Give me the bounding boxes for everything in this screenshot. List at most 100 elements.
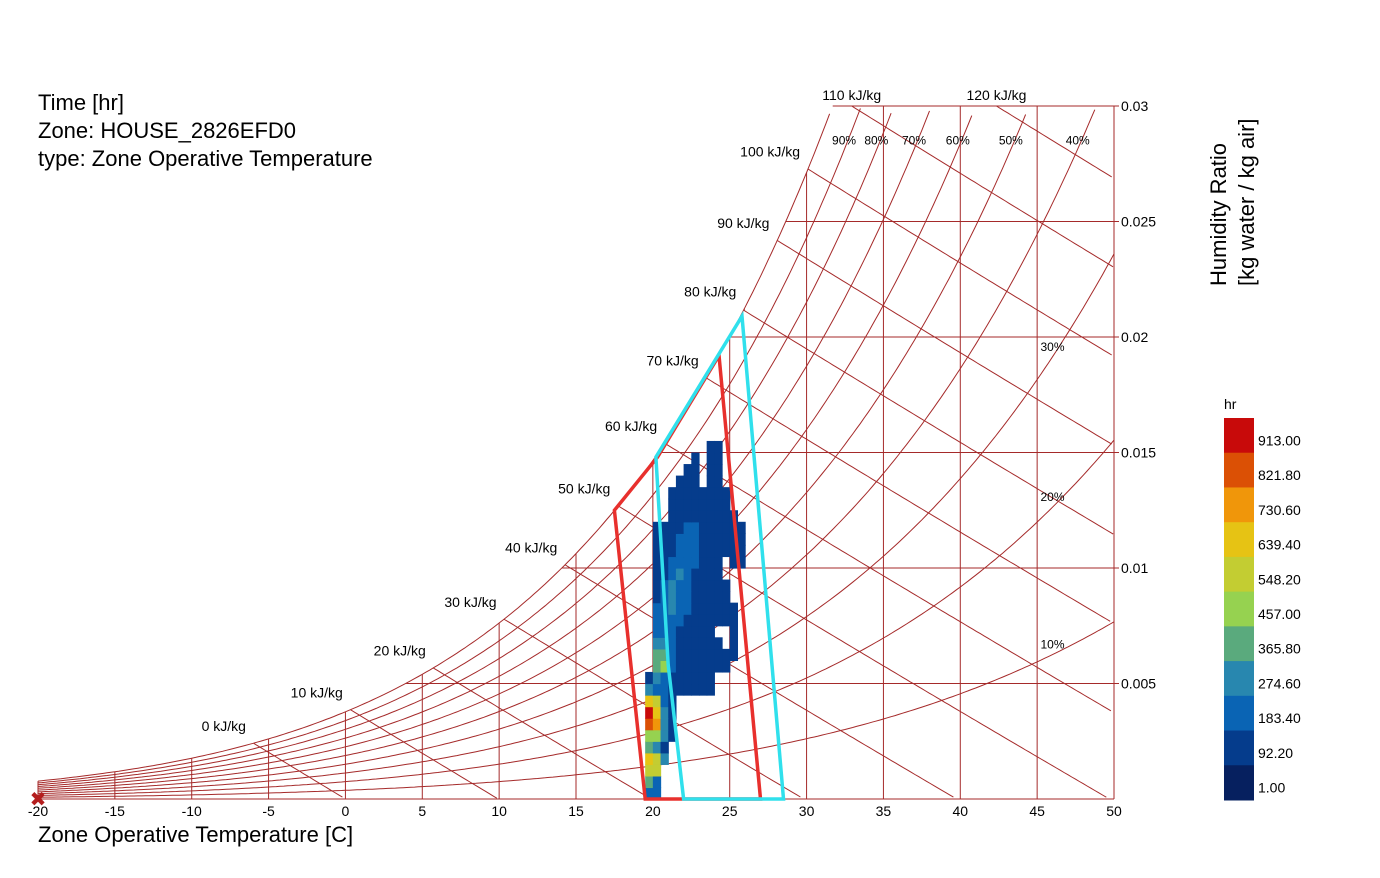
- heatmap-cell: [652, 568, 662, 581]
- rh-line-60: [37, 115, 973, 789]
- x-tick-label: 20: [645, 803, 661, 819]
- heatmap-cell: [668, 521, 677, 534]
- heatmap-cell: [668, 510, 677, 523]
- heatmap-cell: [714, 544, 723, 558]
- heatmap-cell: [668, 568, 677, 581]
- heatmap-cell: [675, 602, 685, 615]
- enthalpy-label: 40 kJ/kg: [505, 540, 557, 556]
- heatmap-cell: [668, 660, 677, 673]
- heatmap-cell: [675, 591, 685, 604]
- colorbar-swatch: [1224, 695, 1254, 732]
- heatmap-cell: [668, 648, 677, 661]
- heatmap-cell: [683, 602, 692, 615]
- heatmap-cell: [722, 510, 731, 523]
- enthalpy-labels: 0 kJ/kg 10 kJ/kg 20 kJ/kg 30 kJ/kg 40 kJ/kg 5…: [202, 87, 1027, 734]
- heatmap-cell: [660, 718, 669, 731]
- colorbar-tick-label: 913.00: [1258, 432, 1301, 448]
- heatmap-cell: [645, 729, 654, 742]
- heatmap-cell: [706, 648, 715, 661]
- rh-label: 30%: [1040, 340, 1064, 354]
- heatmap-cell: [645, 775, 654, 789]
- heatmap-cell: [722, 498, 731, 511]
- y-axis-label-line2: [kg water / kg air]: [1234, 118, 1259, 286]
- heatmap-cell: [706, 533, 715, 546]
- heatmap-cell: [675, 498, 685, 511]
- heatmap-cell: [714, 602, 723, 615]
- heatmap-cell: [652, 695, 662, 708]
- x-tick-label: -20: [28, 803, 48, 819]
- heatmap-cell: [652, 706, 662, 719]
- heatmap-cell: [722, 602, 731, 615]
- heatmap-cell: [660, 729, 669, 742]
- y-tick-label: 0.015: [1121, 445, 1156, 461]
- heatmap-cell: [645, 787, 654, 800]
- x-tick-label: 25: [722, 803, 738, 819]
- x-tick-label: 35: [876, 803, 892, 819]
- heatmap-cell: [714, 591, 723, 604]
- grid-lines: [37, 105, 1119, 800]
- x-tick-label: -5: [262, 803, 275, 819]
- heatmap-cell: [691, 625, 700, 638]
- heatmap-cell: [737, 556, 746, 569]
- x-tick-label: 5: [418, 803, 426, 819]
- heatmap-cell: [698, 602, 708, 615]
- heatmap-cell: [691, 637, 700, 650]
- heatmap-cell: [722, 591, 731, 604]
- heatmap-cell: [645, 695, 654, 708]
- heatmap-cell: [668, 498, 677, 511]
- heatmap-cell: [714, 452, 723, 465]
- rh-line-90: [37, 108, 861, 784]
- heatmap-cell: [698, 568, 708, 581]
- heatmap-cell: [652, 579, 662, 592]
- heatmap-cell: [691, 498, 700, 511]
- heatmap-cell: [660, 660, 669, 673]
- colorbar-swatch: [1224, 418, 1254, 454]
- heatmap-cell: [652, 614, 662, 627]
- heatmap-cell: [737, 533, 746, 546]
- heatmap-cell: [675, 625, 685, 638]
- heatmap-cell: [691, 579, 700, 592]
- rh-labels: 10% 20% 30% 40% 50% 60% 70% 80% 90%: [832, 134, 1090, 652]
- rh-line-40: [37, 109, 1096, 793]
- heatmap-cell: [652, 718, 662, 731]
- rh-line-50: [37, 114, 1027, 791]
- heatmap-cell: [722, 487, 731, 500]
- rh-line-70: [37, 110, 930, 787]
- heatmap-cell: [729, 625, 738, 638]
- y-tick-label: 0.01: [1121, 560, 1148, 576]
- heatmap-cell: [660, 671, 669, 685]
- heatmap-cell: [729, 637, 738, 650]
- heatmap-cell: [706, 440, 715, 454]
- heatmap-cell: [660, 683, 669, 696]
- enthalpy-label: 100 kJ/kg: [740, 144, 800, 160]
- colorbar-swatch: [1224, 730, 1254, 766]
- y-tick-labels: 0.005 0.01 0.015 0.02 0.025 0.03: [1121, 98, 1156, 692]
- heatmap-cell: [691, 452, 700, 465]
- colorbar-tick-label: 183.40: [1258, 710, 1301, 726]
- y-tick-label: 0.025: [1121, 214, 1156, 230]
- heatmap-cell: [652, 787, 662, 800]
- heatmap-cell: [683, 683, 692, 696]
- heatmap-cell: [706, 556, 715, 569]
- enthalpy-line-0: [253, 743, 343, 798]
- heatmap-cell: [660, 752, 669, 765]
- enthalpy-line-20: [433, 667, 650, 799]
- enthalpy-line-70: [706, 377, 1111, 622]
- heatmap-cell: [652, 591, 662, 604]
- chart-title-type: type: Zone Operative Temperature: [38, 146, 373, 171]
- heatmap-cell: [698, 614, 708, 627]
- heatmap-cell: [683, 533, 692, 546]
- heatmap-cell: [706, 579, 715, 592]
- heatmap-cell: [729, 602, 738, 615]
- heatmap-cell: [737, 544, 746, 558]
- enthalpy-line-120: [996, 105, 1112, 178]
- comfort-zones: [612, 310, 786, 801]
- enthalpy-label: 0 kJ/kg: [202, 718, 246, 734]
- heatmap-cell: [691, 591, 700, 604]
- colorbar-tick-label: 821.80: [1258, 467, 1301, 483]
- heatmap-cell: [683, 510, 692, 523]
- heatmap-cell: [714, 475, 723, 488]
- heatmap-cell: [691, 556, 700, 569]
- heatmap-cell: [698, 533, 708, 546]
- heatmap-cell: [706, 683, 715, 696]
